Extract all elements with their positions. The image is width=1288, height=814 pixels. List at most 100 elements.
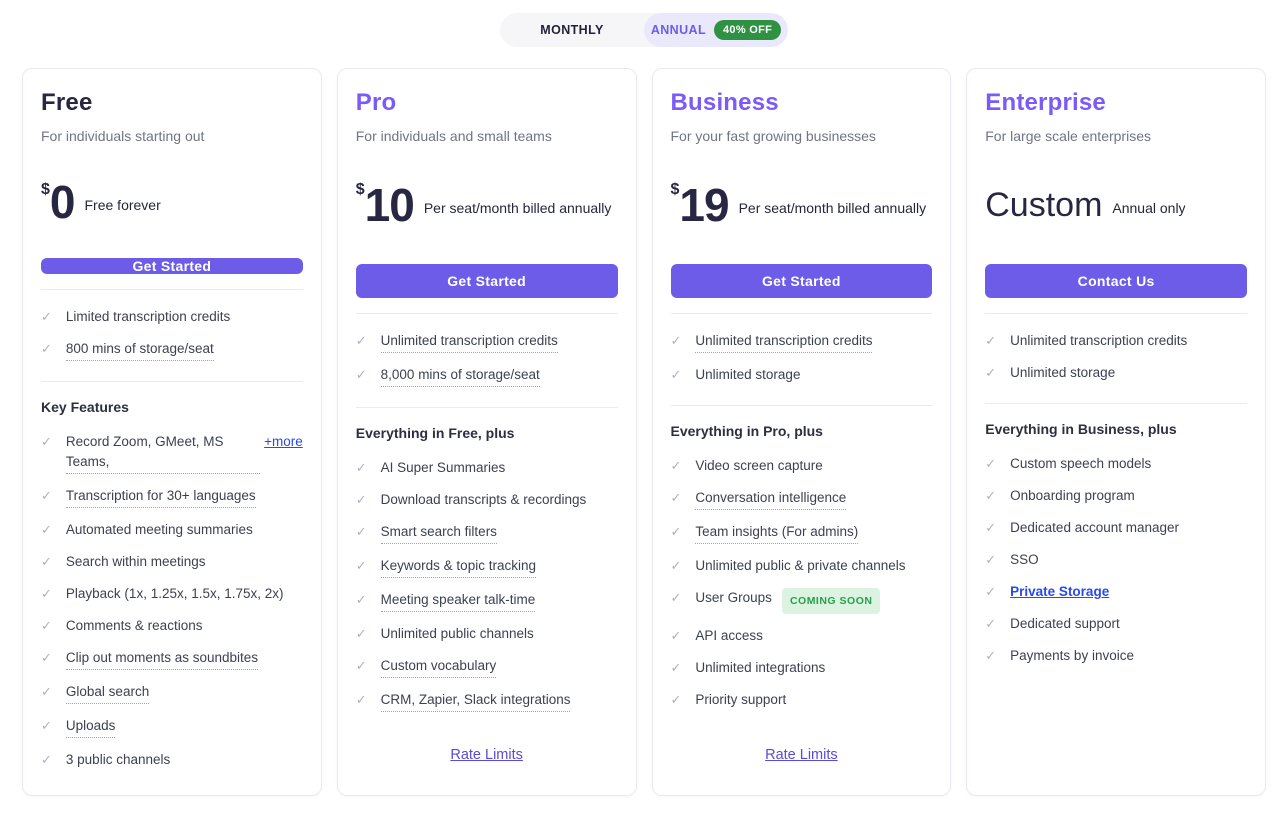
billing-toggle-monthly[interactable]: MONTHLY — [500, 13, 644, 47]
feature-text[interactable]: Custom vocabulary — [380, 656, 497, 678]
feature-item: ✓ Conversation intelligence — [671, 488, 933, 510]
features-list: ✓ Record Zoom, GMeet, MS Teams, +more ✓ Tran… — [41, 432, 303, 782]
feature-item: ✓ Keywords & topic tracking — [356, 556, 618, 578]
price-amount: 0 — [49, 176, 76, 228]
check-icon: ✓ — [985, 456, 997, 471]
feature-text[interactable]: Keywords & topic tracking — [380, 556, 536, 578]
feature-text[interactable]: Conversation intelligence — [695, 488, 847, 510]
cta-button-free[interactable]: Get Started — [41, 258, 303, 274]
rate-limits-link[interactable]: Rate Limits — [765, 747, 838, 763]
feature-item: ✓ SSO — [985, 550, 1247, 570]
feature-item: ✓ Smart search filters — [356, 522, 618, 544]
feature-text: Priority support — [695, 692, 787, 707]
check-icon: ✓ — [41, 752, 52, 767]
feature-text[interactable]: 8,000 mins of storage/seat — [380, 365, 540, 387]
check-icon: ✓ — [985, 365, 997, 380]
features-list: ✓ AI Super Summaries ✓ Download transcripts… — [356, 458, 618, 724]
rate-limits-link[interactable]: Rate Limits — [450, 747, 523, 763]
features-list: ✓ Video screen capture ✓ Conversation intel… — [671, 456, 933, 722]
feature-text[interactable]: CRM, Zapier, Slack integrations — [380, 690, 571, 712]
check-icon: ✓ — [355, 460, 367, 475]
feature-text[interactable]: Uploads — [65, 716, 116, 738]
top-features-list: ✓ Unlimited transcription credits ✓ Unlimit… — [671, 331, 933, 397]
check-icon: ✓ — [355, 592, 367, 607]
feature-text[interactable]: Global search — [65, 682, 150, 704]
feature-item: ✓ Transcription for 30+ languages — [41, 486, 303, 508]
feature-text[interactable]: Team insights (For admins) — [695, 522, 859, 544]
feature-text: Limited transcription credits — [65, 309, 231, 324]
check-icon: ✓ — [41, 309, 52, 324]
price-currency: $ — [355, 181, 365, 198]
more-link[interactable]: +more — [264, 434, 303, 449]
feature-text[interactable]: Clip out moments as soundbites — [65, 648, 259, 670]
plan-card-enterprise: Enterprise For large scale enterprises C… — [966, 68, 1266, 796]
check-icon: ✓ — [355, 692, 367, 707]
plan-name: Free — [41, 89, 93, 116]
feature-text[interactable]: Record Zoom, GMeet, MS Teams, — [65, 432, 261, 474]
check-icon: ✓ — [355, 658, 367, 673]
price-note: Per seat/month billed annually — [423, 200, 612, 216]
check-icon: ✓ — [670, 458, 682, 473]
check-icon: ✓ — [670, 590, 682, 605]
check-icon: ✓ — [985, 488, 997, 503]
monthly-label: MONTHLY — [540, 23, 604, 37]
price-note: Annual only — [1112, 200, 1186, 216]
feature-text[interactable]: Meeting speaker talk-time — [380, 590, 536, 612]
feature-text[interactable]: Unlimited transcription credits — [380, 331, 558, 353]
check-icon: ✓ — [670, 558, 682, 573]
feature-link[interactable]: Private Storage — [1010, 584, 1110, 599]
cta-button-enterprise[interactable]: Contact Us — [985, 264, 1247, 298]
feature-text: Comments & reactions — [65, 618, 203, 633]
feature-text: Search within meetings — [65, 554, 206, 569]
price-note: Per seat/month billed annually — [738, 200, 927, 216]
plan-price: $ 10 Per seat/month billed annually — [356, 179, 618, 231]
feature-item: ✓ Unlimited public channels — [356, 624, 618, 644]
check-icon: ✓ — [41, 488, 52, 503]
feature-text: Unlimited integrations — [695, 660, 826, 675]
feature-item: ✓ Onboarding program — [985, 486, 1247, 506]
plan-card-free: Free For individuals starting out $ 0 Fr… — [22, 68, 322, 796]
feature-item: ✓ Global search — [41, 682, 303, 704]
feature-text: Dedicated support — [1010, 616, 1120, 631]
check-icon: ✓ — [41, 434, 52, 449]
cta-button-business[interactable]: Get Started — [670, 264, 933, 298]
check-icon: ✓ — [985, 520, 997, 535]
price-amount: 10 — [364, 179, 415, 231]
check-icon: ✓ — [355, 626, 367, 641]
cta-button-pro[interactable]: Get Started — [355, 264, 618, 298]
feature-item: ✓ Dedicated account manager — [985, 518, 1247, 538]
coming-soon-badge: COMING SOON — [781, 588, 881, 614]
check-icon: ✓ — [41, 522, 52, 537]
feature-text[interactable]: Unlimited transcription credits — [695, 331, 873, 353]
feature-item: ✓ Payments by invoice — [985, 646, 1247, 666]
feature-text: Unlimited public channels — [380, 626, 534, 641]
feature-item: ✓ Unlimited transcription credits — [985, 331, 1247, 351]
check-icon: ✓ — [670, 333, 682, 348]
check-icon: ✓ — [355, 492, 367, 507]
feature-text[interactable]: Smart search filters — [380, 522, 497, 544]
feature-item: ✓ Custom speech models — [985, 454, 1247, 474]
plan-name: Pro — [355, 89, 397, 116]
feature-item: ✓ Priority support — [671, 690, 933, 710]
feature-text: Unlimited transcription credits — [1010, 333, 1188, 348]
check-icon: ✓ — [355, 367, 367, 382]
billing-toggle-annual[interactable]: ANNUAL 40% OFF — [644, 13, 788, 47]
billing-toggle[interactable]: MONTHLY ANNUAL 40% OFF — [500, 13, 788, 47]
feature-text: User Groups — [695, 590, 772, 605]
feature-item: ✓ Unlimited storage — [671, 365, 933, 385]
plan-description: For individuals starting out — [41, 128, 205, 144]
feature-item: ✓ Clip out moments as soundbites — [41, 648, 303, 670]
feature-text[interactable]: Transcription for 30+ languages — [65, 486, 256, 508]
check-icon: ✓ — [670, 490, 682, 505]
feature-item: ✓ Search within meetings — [41, 552, 303, 572]
divider — [985, 403, 1247, 404]
plan-description: For your fast growing businesses — [670, 128, 876, 144]
feature-text: Onboarding program — [1010, 488, 1135, 503]
divider — [355, 313, 618, 314]
divider — [41, 381, 303, 382]
feature-item: ✓ Playback (1x, 1.25x, 1.5x, 1.75x, 2x) — [41, 584, 303, 604]
feature-text: Unlimited storage — [1010, 365, 1116, 380]
check-icon: ✓ — [670, 692, 682, 707]
check-icon: ✓ — [985, 616, 997, 631]
feature-text[interactable]: 800 mins of storage/seat — [65, 339, 214, 361]
